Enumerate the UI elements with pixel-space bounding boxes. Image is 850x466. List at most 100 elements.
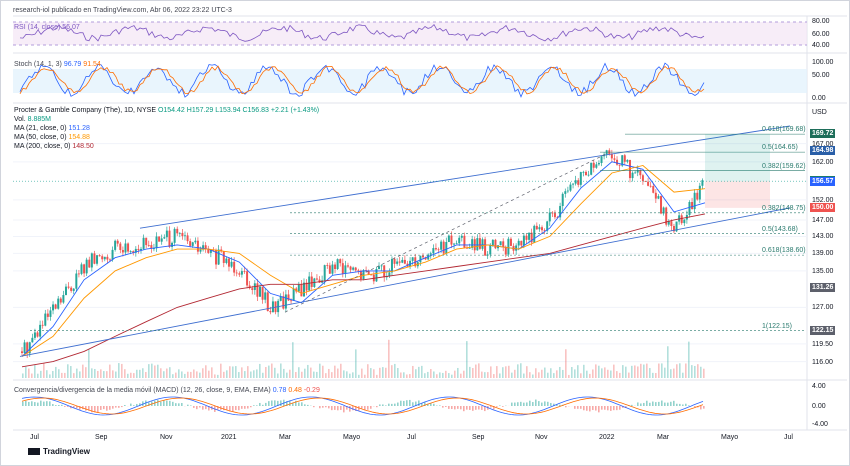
candle-body [409, 260, 412, 267]
candle-body [370, 274, 373, 276]
volume-bar [481, 371, 483, 378]
macd-histogram-bar [241, 406, 243, 409]
candle-body [77, 273, 80, 275]
volume-bar [181, 371, 183, 378]
macd-tick-2: -4.00 [812, 421, 828, 428]
volume-bar [499, 373, 501, 378]
candle-body [183, 235, 186, 237]
volume-bar [118, 363, 120, 378]
macd-histogram-bar [43, 401, 45, 406]
volume-bar [646, 363, 648, 378]
candle-body [675, 221, 678, 232]
channel-lower-line [19, 207, 791, 357]
volume-bar [466, 341, 468, 378]
footer-brand[interactable]: TradingView [28, 447, 90, 456]
volume-bar [694, 365, 696, 378]
symbol-title: Procter & Gamble Company (The), 1D, NYSE [14, 107, 156, 114]
candle-body [683, 219, 686, 224]
volume-bar [217, 374, 219, 378]
volume-bar [34, 364, 36, 378]
rsi-legend[interactable]: RSI (14, close) 56.07 [14, 23, 80, 32]
candle-body [75, 273, 78, 289]
macd-line [21, 396, 704, 416]
candle-body [610, 154, 613, 159]
currency-label[interactable]: USD [812, 109, 827, 116]
stoch-legend[interactable]: Stoch (14, 1, 3) 96.79 91.54 [14, 60, 101, 69]
candle-body [375, 268, 378, 282]
volume-bar [49, 374, 51, 378]
volume-bar [475, 364, 477, 378]
volume-bar [229, 366, 231, 378]
volume-bar [433, 371, 435, 378]
volume-bar [367, 364, 369, 378]
candle-body [367, 270, 370, 275]
volume-bar [25, 366, 27, 378]
candle-body [401, 259, 404, 263]
macd-histogram-bar [277, 400, 279, 406]
candle-body [93, 253, 96, 264]
candle-body [284, 294, 287, 309]
candle-body [494, 239, 497, 249]
volume-bar [247, 366, 249, 378]
candle-body [64, 286, 67, 295]
candle-body [233, 261, 236, 273]
candle-body [150, 245, 153, 249]
volume-bar [700, 366, 702, 378]
macd-histogram-bar [649, 402, 651, 406]
macd-histogram-bar [640, 403, 642, 406]
candle-body [429, 253, 432, 255]
volume-bar [637, 366, 639, 378]
candle-body [561, 193, 564, 207]
ma50-legend[interactable]: MA (50, close, 0) 154.88 [14, 133, 90, 142]
channel-upper-line [139, 125, 791, 229]
macd-histogram-bar [517, 402, 519, 406]
macd-histogram-bar [163, 400, 165, 406]
volume-bar [556, 370, 558, 378]
volume-bar [586, 370, 588, 378]
candle-body [631, 172, 634, 179]
macd-histogram-bar [289, 400, 291, 406]
volume-bar [202, 368, 204, 378]
volume-bar [55, 366, 57, 378]
volume-bar [220, 363, 222, 378]
volume-bar [538, 372, 540, 378]
candle-body [698, 185, 701, 200]
volume-bar [97, 370, 99, 378]
candle-body [46, 313, 49, 317]
candle-body [251, 288, 254, 290]
candle-body [240, 271, 243, 275]
candle-body [455, 243, 458, 245]
candle-body [323, 265, 326, 281]
candle-body [644, 181, 647, 182]
candle-body [357, 270, 360, 272]
volume-bar [196, 371, 198, 378]
vol-legend[interactable]: Vol. 8.885M [14, 115, 51, 124]
price-tag-1: 164.98 [810, 145, 836, 155]
macd-histogram-bar [193, 406, 195, 408]
price-tag-3: 156.57 [810, 177, 836, 187]
volume-bar [283, 368, 285, 378]
candle-body [106, 256, 109, 260]
macd-legend[interactable]: Convergencia/divergencia de la media móv… [14, 386, 320, 395]
macd-tick-1: 0.00 [812, 403, 826, 410]
macd-histogram-bar [613, 406, 615, 411]
rsi-band [13, 22, 807, 45]
candle-body [196, 240, 199, 252]
volume-bar [547, 372, 549, 378]
candle-body [411, 257, 414, 261]
candle-body [344, 265, 347, 274]
candle-body [460, 235, 463, 238]
volume-bar [577, 365, 579, 378]
volume-bar [505, 366, 507, 378]
ma21-legend[interactable]: MA (21, close, 0) 151.28 [14, 124, 90, 133]
ma200-legend[interactable]: MA (200, close, 0) 148.50 [14, 142, 94, 151]
volume-bar [517, 364, 519, 378]
macd-histogram-bar [586, 406, 588, 411]
candle-body [390, 258, 393, 273]
candle-body [70, 287, 73, 291]
volume-bar [319, 363, 321, 378]
symbol-legend[interactable]: Procter & Gamble Company (The), 1D, NYSE… [14, 106, 319, 115]
macd-histogram-bar [313, 406, 315, 408]
candle-body [566, 190, 569, 192]
